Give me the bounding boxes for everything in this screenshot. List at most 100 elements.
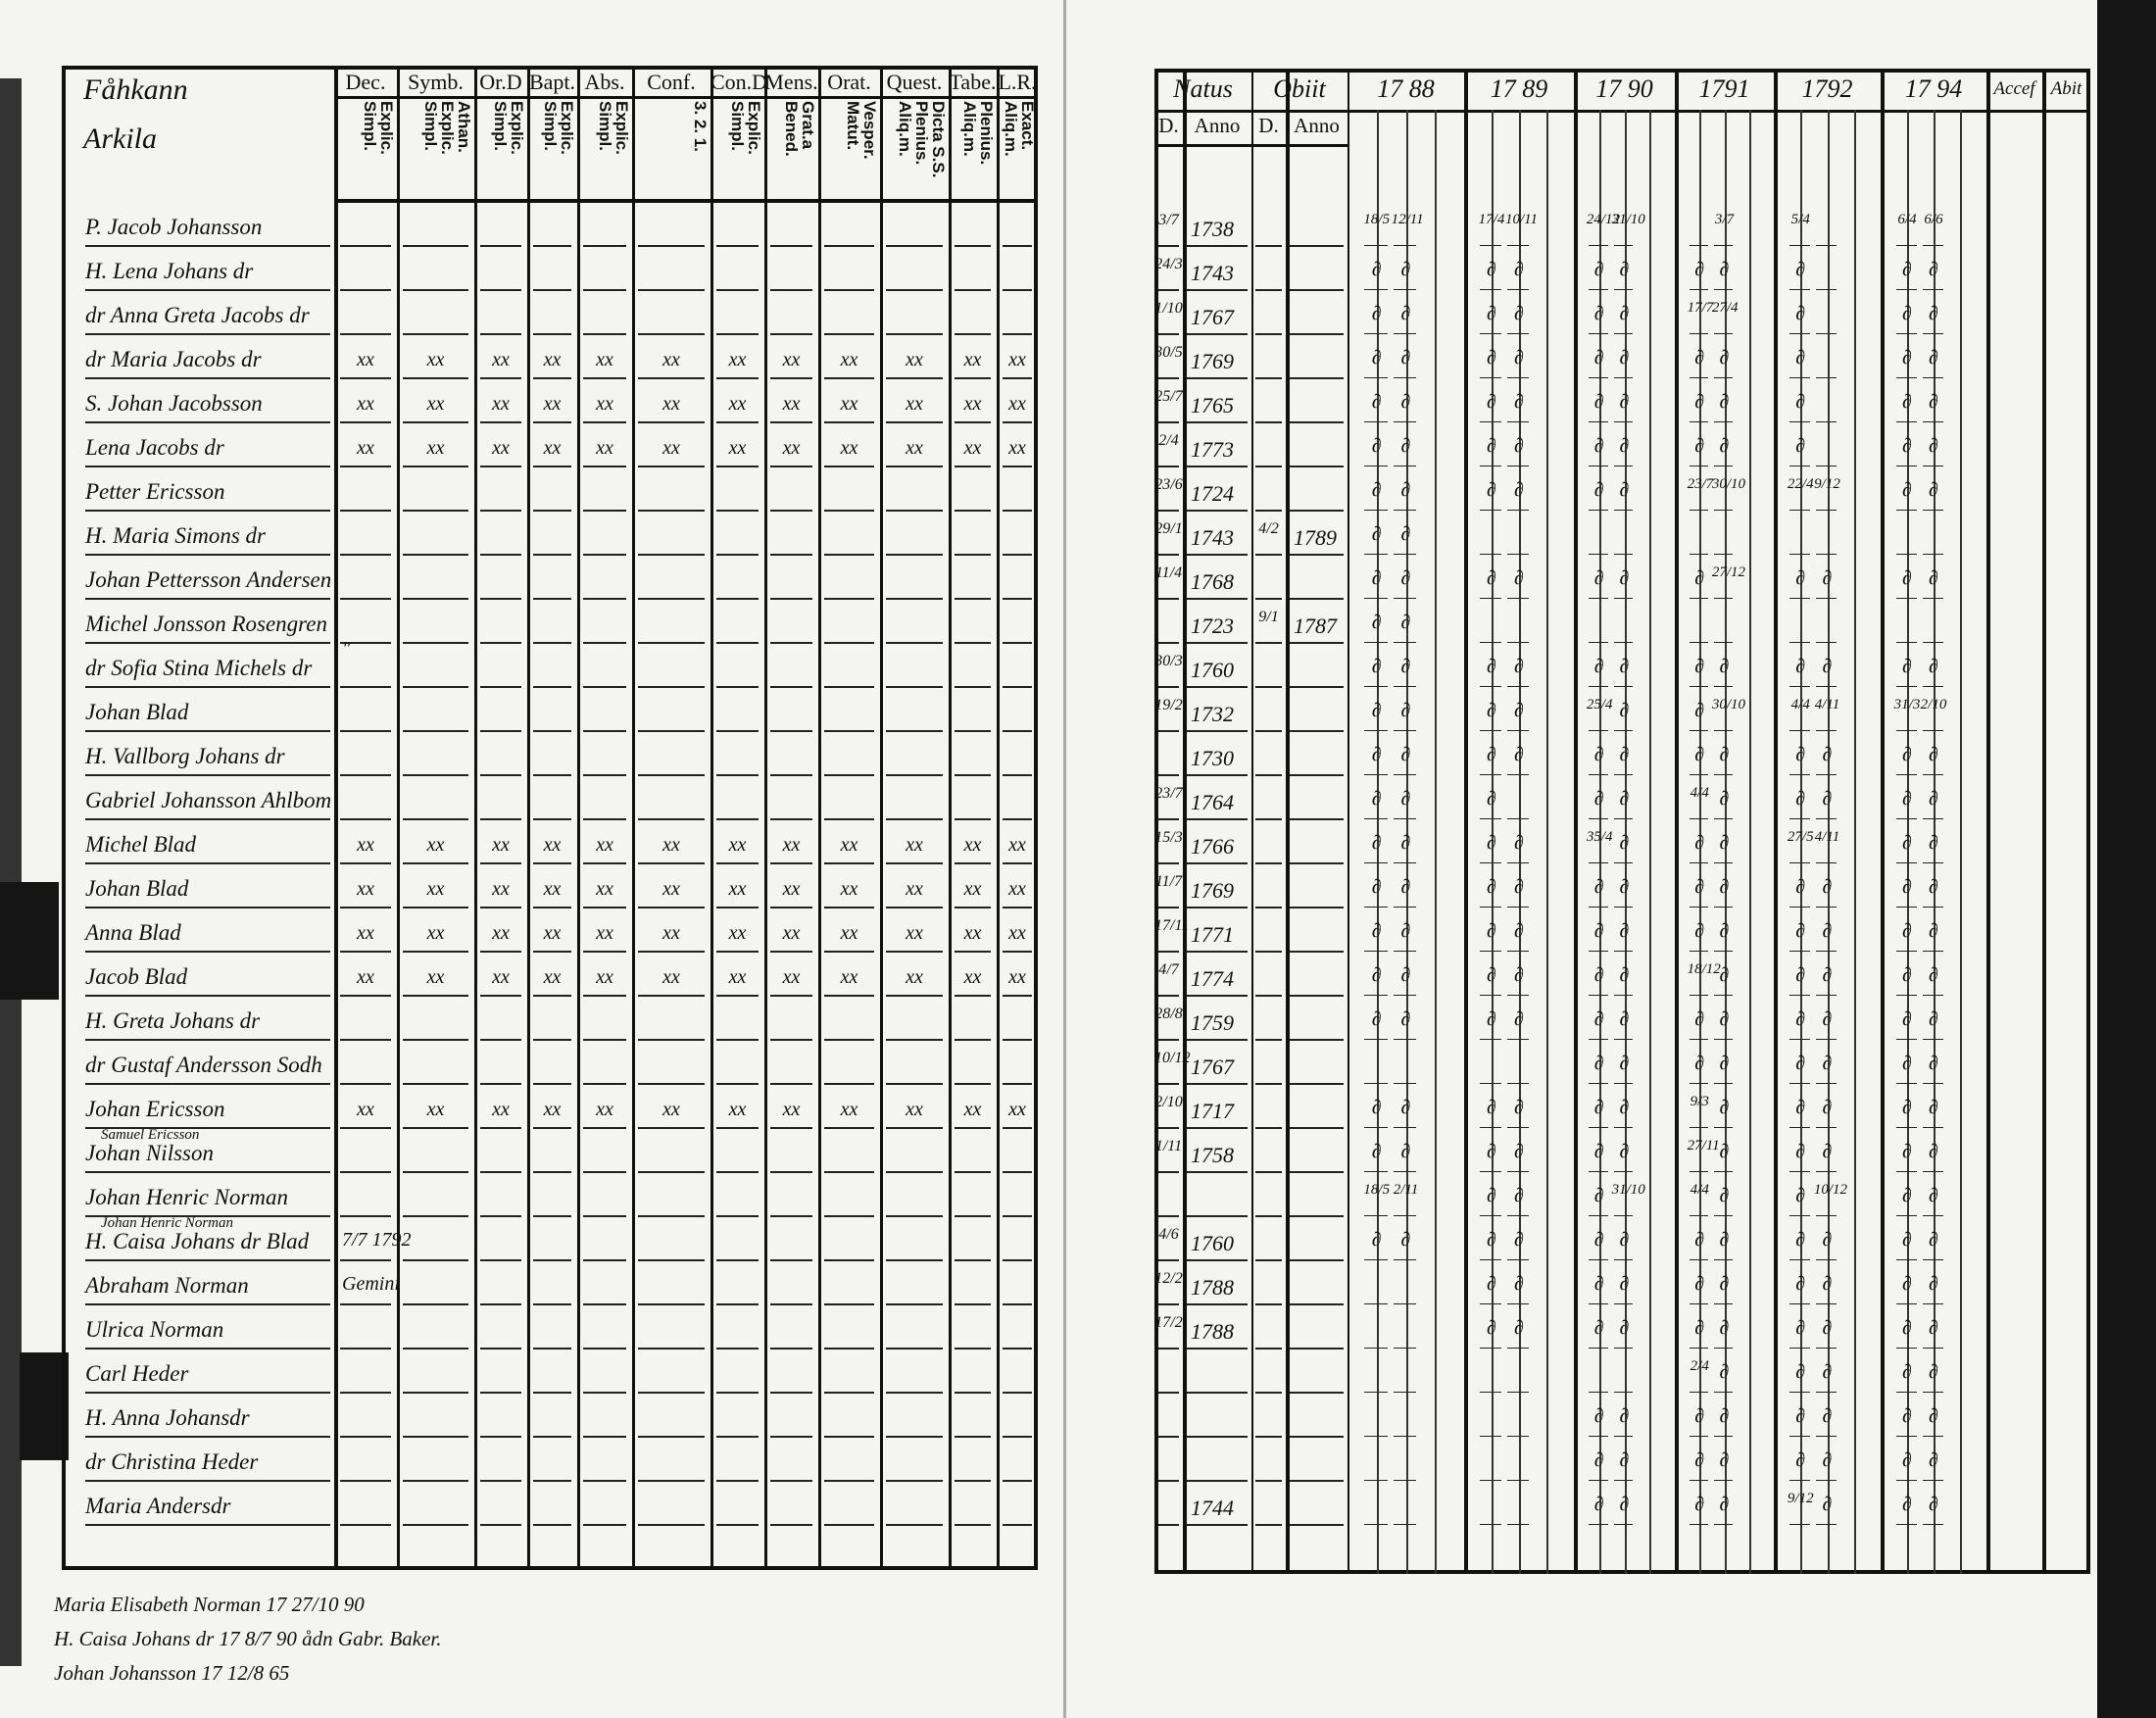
exam-mark: xx xyxy=(357,878,374,900)
communion-mark: ∂ xyxy=(1694,744,1705,765)
communion-mark: ∂ xyxy=(1719,964,1730,986)
cell-underline xyxy=(1393,1392,1417,1393)
year-value: 1760 xyxy=(1191,1231,1234,1255)
exam-mark: xx xyxy=(782,966,801,988)
cell-underline xyxy=(1613,1127,1634,1128)
cell-underline xyxy=(716,377,759,379)
communion-mark: ∂ xyxy=(1694,1008,1705,1030)
cell-underline xyxy=(340,1259,391,1261)
cell-underline xyxy=(1003,774,1032,776)
cell-underline xyxy=(403,598,468,600)
cell-underline xyxy=(1788,1392,1810,1393)
cell-underline xyxy=(886,1039,943,1041)
cell-underline xyxy=(1922,245,1943,246)
column-subheader: Explic. Simpl. xyxy=(491,101,526,155)
cell-underline xyxy=(480,907,521,908)
cell-underline xyxy=(1588,1303,1608,1304)
cell-underline xyxy=(770,1480,812,1482)
communion-date: 2/10 xyxy=(1920,697,1947,712)
cell-underline xyxy=(638,1480,705,1482)
communion-mark: ∂ xyxy=(1619,347,1630,368)
column-divider xyxy=(474,66,477,1570)
cell-underline xyxy=(638,951,705,953)
cell-underline xyxy=(770,377,812,379)
communion-mark: ∂ xyxy=(1619,788,1630,810)
communion-mark: ∂ xyxy=(1619,259,1630,280)
communion-mark: ∂ xyxy=(1514,567,1524,589)
cell-underline xyxy=(480,466,521,467)
communion-mark: ∂ xyxy=(1719,1361,1730,1383)
cell-underline xyxy=(583,1392,626,1394)
communion-mark: ∂ xyxy=(1822,788,1833,810)
communion-date: 5/4 xyxy=(1790,212,1810,227)
communion-mark: ∂ xyxy=(1929,788,1938,810)
cell-underline xyxy=(1187,333,1248,335)
cell-underline xyxy=(1815,1127,1838,1128)
cell-underline xyxy=(1507,686,1529,687)
cell-underline xyxy=(403,1436,468,1438)
cell-underline xyxy=(1003,1215,1032,1217)
name-underline xyxy=(85,598,330,600)
cell-underline xyxy=(1363,1436,1388,1437)
cell-underline xyxy=(824,1039,874,1041)
communion-mark: ∂ xyxy=(1822,1053,1833,1074)
exam-mark: xx xyxy=(728,437,747,459)
cell-underline xyxy=(1689,1083,1708,1084)
cell-underline xyxy=(583,951,626,953)
cell-underline xyxy=(1922,642,1943,643)
cell-underline xyxy=(340,1083,391,1085)
table-row: 10/12 1767 ∂ ∂ ∂ ∂ ∂ ∂ ∂ ∂ xyxy=(1154,1045,2090,1089)
cell-underline xyxy=(1290,774,1344,776)
cell-underline xyxy=(1507,1392,1529,1393)
cell-underline xyxy=(1187,1303,1248,1305)
cell-underline xyxy=(1815,774,1838,775)
exam-mark: xx xyxy=(492,349,510,370)
table-row: 11/4 1768 ∂ ∂ ∂ ∂ ∂ ∂ ∂ 27/12 ∂ ∂ ∂ ∂ xyxy=(1154,560,2090,604)
column-divider xyxy=(1464,69,1468,1574)
cell-underline xyxy=(1290,1039,1344,1041)
communion-mark: ∂ xyxy=(1619,1273,1630,1295)
communion-mark: ∂ xyxy=(1487,391,1496,413)
person-name: H. Lena Johans dr xyxy=(85,259,254,283)
communion-mark: ∂ xyxy=(1902,656,1912,677)
cell-underline xyxy=(1815,510,1838,511)
day-month: 19/2 xyxy=(1154,697,1183,713)
communion-mark: ∂ xyxy=(1694,1317,1705,1339)
name-underline xyxy=(85,466,330,467)
cell-underline xyxy=(583,862,626,864)
communion-mark: ∂ xyxy=(1719,1229,1730,1251)
cell-underline xyxy=(1290,686,1344,688)
cell-underline xyxy=(480,421,521,423)
cell-underline xyxy=(1922,818,1943,819)
cell-underline xyxy=(1922,1039,1943,1040)
cell-underline xyxy=(1290,1215,1344,1217)
cell-underline xyxy=(533,598,571,600)
table-row: 25/7 1765 ∂ ∂ ∂ ∂ ∂ ∂ ∂ ∂ ∂ ∂ ∂ xyxy=(1154,383,2090,427)
cell-underline xyxy=(1713,333,1734,334)
communion-mark: ∂ xyxy=(1694,1449,1705,1471)
year-value: 1765 xyxy=(1191,393,1234,417)
communion-date: 30/10 xyxy=(1711,476,1746,492)
cell-underline xyxy=(824,774,874,776)
column-divider xyxy=(764,66,767,1570)
communion-date: 17/4 xyxy=(1478,212,1505,227)
column-header: Orat. xyxy=(827,70,871,94)
obiit-header: Obiit xyxy=(1273,74,1326,103)
cell-underline xyxy=(1713,1392,1734,1393)
communion-mark: ∂ xyxy=(1619,656,1630,677)
cell-underline xyxy=(955,377,991,379)
cell-underline xyxy=(1922,1171,1943,1172)
communion-mark: ∂ xyxy=(1400,920,1411,942)
cell-underline xyxy=(1815,1215,1838,1216)
cell-underline xyxy=(1895,862,1917,863)
cell-underline xyxy=(1290,1392,1344,1394)
cell-underline xyxy=(955,1480,991,1482)
name-underline xyxy=(85,377,330,379)
cell-underline xyxy=(1922,1127,1943,1128)
cell-underline xyxy=(1895,1127,1917,1128)
cell-underline xyxy=(1363,1392,1388,1393)
cell-underline xyxy=(1895,421,1917,422)
cell-underline xyxy=(1689,333,1708,334)
cell-underline xyxy=(955,421,991,423)
column-subheader: Explic. Simpl. xyxy=(541,101,576,155)
